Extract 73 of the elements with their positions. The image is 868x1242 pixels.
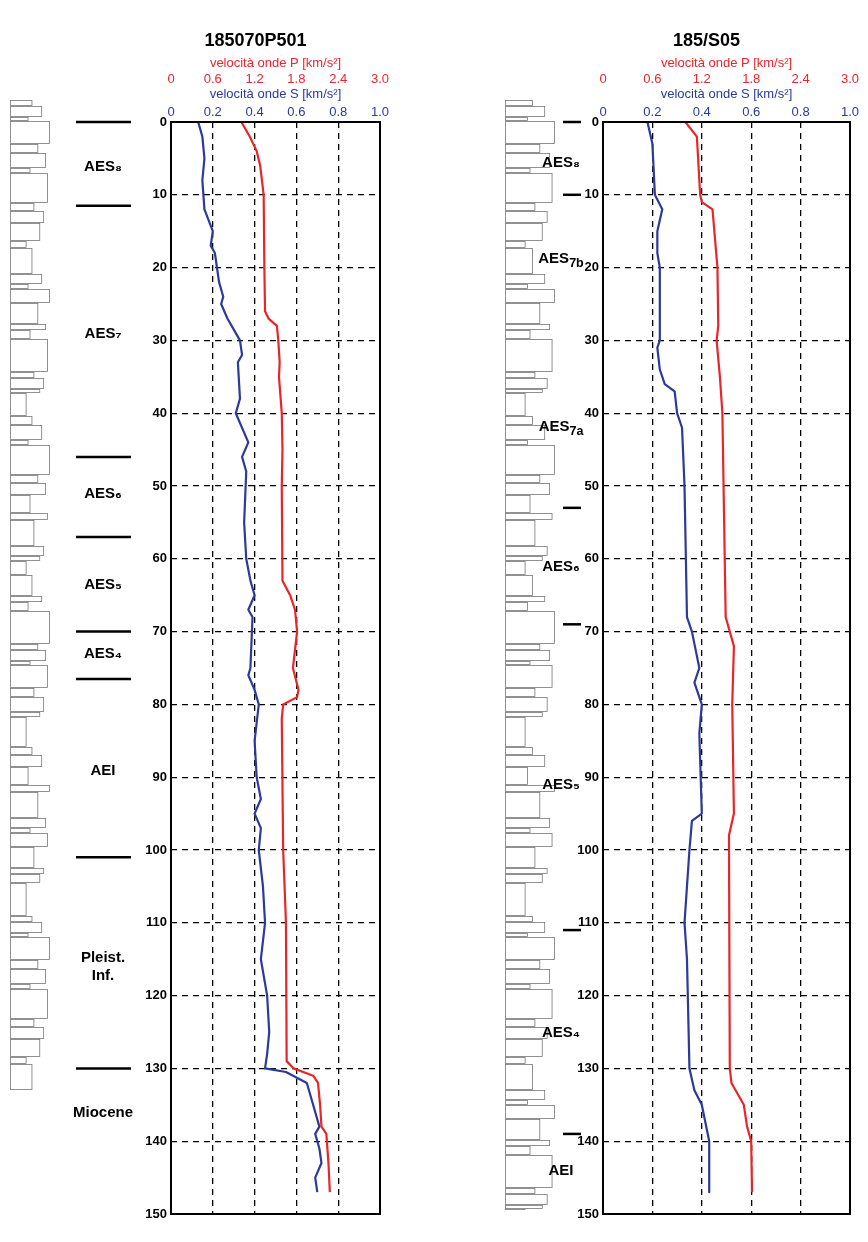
x-tick-label: 0.4 bbox=[692, 103, 711, 119]
x2-tick-label: 3.0 bbox=[370, 70, 390, 86]
x2-axis-title: velocità onde P [km/s²] bbox=[660, 54, 793, 70]
x-axis-title: velocità onde S [km/s²] bbox=[209, 86, 342, 102]
x-tick-label: 0.2 bbox=[203, 103, 222, 119]
x2-tick-label: 0.6 bbox=[643, 70, 662, 86]
y-tick-label: 150 bbox=[145, 1205, 167, 1221]
text: AEI bbox=[548, 1161, 574, 1180]
text: AES₅ bbox=[542, 775, 580, 794]
y-tick-label: 150 bbox=[577, 1205, 599, 1221]
x2-tick-label: 2.4 bbox=[329, 70, 348, 86]
x2-tick-label: 1.2 bbox=[245, 70, 264, 86]
text: AES₆ bbox=[84, 484, 122, 503]
text: AES₇ bbox=[84, 324, 122, 343]
y-tick-label: 130 bbox=[145, 1059, 167, 1075]
y-tick-label: 110 bbox=[146, 914, 167, 930]
chart-title: 185/S05 bbox=[672, 29, 741, 50]
x-tick-label: 0.8 bbox=[329, 103, 348, 119]
y-tick-label: 130 bbox=[577, 1059, 599, 1075]
y-tick-label: 60 bbox=[152, 550, 167, 566]
y-tick-label: 40 bbox=[584, 404, 599, 420]
y-tick-label: 70 bbox=[584, 623, 599, 639]
y-tick-label: 90 bbox=[584, 768, 599, 784]
y-tick-label: 50 bbox=[584, 477, 599, 493]
x-tick-label: 0.6 bbox=[742, 103, 761, 119]
x2-tick-label: 1.2 bbox=[692, 70, 711, 86]
text: AES₈ bbox=[542, 153, 580, 172]
text: AES$_{7b}$ bbox=[538, 248, 584, 272]
y-tick-label: 60 bbox=[584, 550, 599, 566]
y-tick-label: 40 bbox=[152, 404, 167, 420]
x2-tick-label: 3.0 bbox=[840, 70, 860, 86]
x-tick-label: 1.0 bbox=[840, 103, 860, 119]
text: AES₄ bbox=[84, 644, 122, 663]
y-tick-label: 0 bbox=[591, 113, 599, 129]
x-tick-label: 0.4 bbox=[245, 103, 264, 119]
text: AES$_{7a}$ bbox=[538, 416, 584, 440]
y-tick-label: 140 bbox=[577, 1132, 599, 1148]
y-tick-label: 100 bbox=[145, 841, 167, 857]
y-tick-label: 10 bbox=[584, 186, 599, 202]
y-tick-label: 20 bbox=[584, 259, 599, 275]
chart-title: 185070P501 bbox=[204, 29, 307, 50]
x2-axis-title: velocità onde P [km/s²] bbox=[209, 54, 342, 70]
x-tick-label: 0.6 bbox=[287, 103, 306, 119]
text: Pleist. Inf. bbox=[80, 948, 126, 985]
y-tick-label: 120 bbox=[145, 987, 167, 1003]
y-tick-label: 110 bbox=[578, 914, 599, 930]
y-tick-label: 20 bbox=[152, 259, 167, 275]
y-tick-label: 80 bbox=[152, 695, 167, 711]
y-tick-label: 100 bbox=[577, 841, 599, 857]
x-tick-label: 1.0 bbox=[370, 103, 390, 119]
y-tick-label: 0 bbox=[159, 113, 167, 129]
x2-tick-label: 2.4 bbox=[791, 70, 810, 86]
y-tick-label: 80 bbox=[584, 695, 599, 711]
text: Miocene bbox=[72, 1103, 134, 1122]
text: AES₆ bbox=[542, 557, 580, 576]
y-tick-label: 140 bbox=[145, 1132, 167, 1148]
text: AEI bbox=[90, 760, 116, 779]
y-tick-label: 30 bbox=[152, 331, 167, 347]
x-tick-label: 0.8 bbox=[791, 103, 810, 119]
x2-tick-label: 1.8 bbox=[742, 70, 761, 86]
text: AES₈ bbox=[84, 156, 122, 175]
x2-tick-label: 0.6 bbox=[203, 70, 222, 86]
x-axis-title: velocità onde S [km/s²] bbox=[660, 86, 793, 102]
x-tick-label: 0.2 bbox=[643, 103, 662, 119]
y-tick-label: 90 bbox=[152, 768, 167, 784]
y-tick-label: 120 bbox=[577, 987, 599, 1003]
y-tick-label: 10 bbox=[152, 186, 167, 202]
y-tick-label: 30 bbox=[584, 331, 599, 347]
text: AES₄ bbox=[542, 1023, 580, 1041]
text: AES₅ bbox=[84, 575, 122, 594]
y-tick-label: 70 bbox=[152, 623, 167, 639]
x2-tick-label: 1.8 bbox=[287, 70, 306, 86]
y-tick-label: 50 bbox=[152, 477, 167, 493]
